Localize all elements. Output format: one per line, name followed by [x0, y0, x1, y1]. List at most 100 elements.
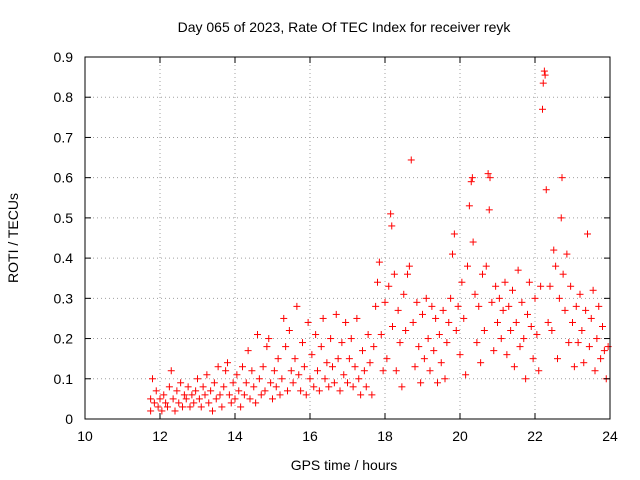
- data-point: [518, 298, 526, 306]
- data-point: [480, 327, 488, 335]
- data-point: [510, 363, 518, 371]
- data-point: [205, 399, 213, 407]
- data-point: [422, 294, 430, 302]
- data-point: [319, 314, 327, 322]
- data-point: [186, 403, 194, 411]
- data-point: [199, 383, 207, 391]
- data-point: [503, 351, 511, 359]
- y-tick-label: 0.4: [54, 250, 74, 266]
- data-point: [445, 318, 453, 326]
- data-point: [263, 343, 271, 351]
- data-point: [567, 282, 575, 290]
- x-tick-label: 12: [152, 428, 168, 444]
- data-point: [411, 363, 419, 371]
- data-point: [388, 222, 396, 230]
- data-point: [254, 331, 261, 339]
- data-point: [477, 359, 485, 367]
- data-point: [501, 278, 509, 286]
- grid-lines: [85, 57, 610, 419]
- data-point: [237, 403, 245, 411]
- data-point: [492, 282, 500, 290]
- data-point: [184, 383, 192, 391]
- data-point: [272, 383, 280, 391]
- data-point: [396, 339, 404, 347]
- data-point: [289, 379, 297, 387]
- data-point: [383, 355, 391, 363]
- data-point: [456, 351, 464, 359]
- data-point: [297, 387, 305, 395]
- data-point: [248, 367, 256, 375]
- data-point: [462, 371, 470, 379]
- data-point: [267, 379, 275, 387]
- data-point: [162, 399, 170, 407]
- data-point: [235, 387, 243, 395]
- data-point: [522, 375, 530, 383]
- data-point: [255, 375, 263, 383]
- data-point: [375, 258, 383, 266]
- data-point: [486, 174, 494, 182]
- data-point: [362, 383, 370, 391]
- data-point: [449, 250, 456, 258]
- data-point: [355, 375, 363, 383]
- data-point: [156, 395, 164, 403]
- data-point: [389, 322, 396, 330]
- data-point: [370, 343, 378, 351]
- data-point: [334, 355, 342, 363]
- data-point: [147, 407, 155, 415]
- data-point: [190, 399, 198, 407]
- data-point: [434, 379, 441, 387]
- data-point: [315, 387, 323, 395]
- y-tick-label: 0: [65, 411, 73, 427]
- data-point: [479, 270, 486, 278]
- data-point: [257, 391, 265, 399]
- data-point: [574, 339, 582, 347]
- data-point: [570, 363, 578, 371]
- y-tick-label: 0.7: [54, 129, 74, 145]
- data-point: [291, 355, 299, 363]
- data-point: [537, 282, 545, 290]
- data-point: [585, 343, 593, 351]
- data-point: [485, 206, 493, 214]
- data-point: [529, 355, 537, 363]
- data-point: [325, 383, 333, 391]
- x-axis-label: GPS time / hours: [291, 457, 398, 473]
- data-point: [250, 383, 258, 391]
- data-point: [546, 282, 554, 290]
- data-point: [201, 391, 209, 399]
- data-point: [540, 67, 548, 75]
- data-point: [542, 186, 550, 194]
- data-point: [321, 375, 329, 383]
- data-point: [192, 387, 200, 395]
- data-point: [295, 371, 303, 379]
- data-point: [415, 343, 423, 351]
- data-point: [407, 156, 415, 164]
- data-point: [379, 367, 387, 375]
- data-point: [182, 395, 190, 403]
- y-axis-ticks: 0 0.1 0.2 0.3 0.4 0.5 0.6 0.7 0.8 0.9: [54, 49, 610, 427]
- data-point: [282, 343, 290, 351]
- data-point: [233, 371, 241, 379]
- data-point: [310, 383, 318, 391]
- data-point: [147, 395, 155, 403]
- y-tick-label: 0.6: [54, 170, 74, 186]
- data-point: [469, 238, 477, 246]
- data-point: [366, 359, 374, 367]
- data-point: [593, 335, 601, 343]
- data-point: [165, 383, 173, 391]
- data-point: [149, 375, 156, 383]
- data-point: [180, 391, 188, 399]
- x-tick-label: 14: [227, 428, 243, 444]
- data-point: [430, 347, 438, 355]
- data-point: [484, 170, 492, 178]
- data-point: [195, 395, 203, 403]
- data-point: [533, 331, 541, 339]
- data-point: [385, 282, 393, 290]
- data-point: [420, 355, 428, 363]
- data-point: [390, 270, 398, 278]
- data-point: [269, 395, 276, 403]
- data-point: [552, 262, 560, 270]
- data-point: [514, 266, 522, 274]
- data-point: [413, 298, 421, 306]
- data-point: [197, 403, 205, 411]
